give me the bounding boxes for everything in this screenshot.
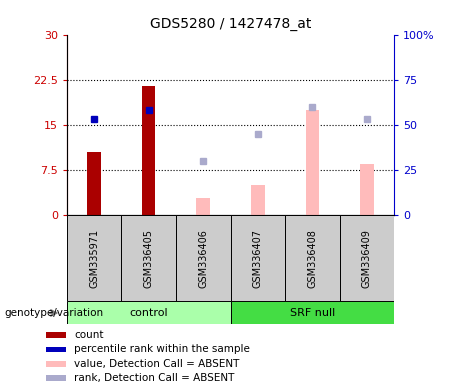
Text: genotype/variation: genotype/variation [5, 308, 104, 318]
Text: control: control [130, 308, 168, 318]
Bar [46, 376, 66, 381]
Text: GSM336408: GSM336408 [307, 229, 317, 288]
Bar [46, 347, 66, 353]
Text: SRF null: SRF null [290, 308, 335, 318]
Text: GSM336407: GSM336407 [253, 229, 263, 288]
Bar [230, 301, 394, 324]
Bar [230, 215, 285, 301]
Text: GSM336406: GSM336406 [198, 229, 208, 288]
Bar [87, 152, 101, 215]
Bar [340, 215, 394, 301]
Text: count: count [75, 330, 104, 340]
Bar [67, 215, 121, 301]
Bar [360, 164, 374, 215]
Bar [46, 332, 66, 338]
Text: rank, Detection Call = ABSENT: rank, Detection Call = ABSENT [75, 373, 235, 383]
Bar [67, 301, 230, 324]
Bar [142, 86, 155, 215]
Text: percentile rank within the sample: percentile rank within the sample [75, 344, 250, 354]
Text: GSM336409: GSM336409 [362, 229, 372, 288]
Bar [121, 215, 176, 301]
Text: GSM335971: GSM335971 [89, 229, 99, 288]
Text: GSM336405: GSM336405 [144, 229, 154, 288]
Bar [46, 361, 66, 367]
Bar [306, 110, 319, 215]
Title: GDS5280 / 1427478_at: GDS5280 / 1427478_at [150, 17, 311, 31]
Bar [285, 215, 340, 301]
Bar [176, 215, 230, 301]
Bar [251, 185, 265, 215]
Bar [196, 198, 210, 215]
Text: value, Detection Call = ABSENT: value, Detection Call = ABSENT [75, 359, 240, 369]
